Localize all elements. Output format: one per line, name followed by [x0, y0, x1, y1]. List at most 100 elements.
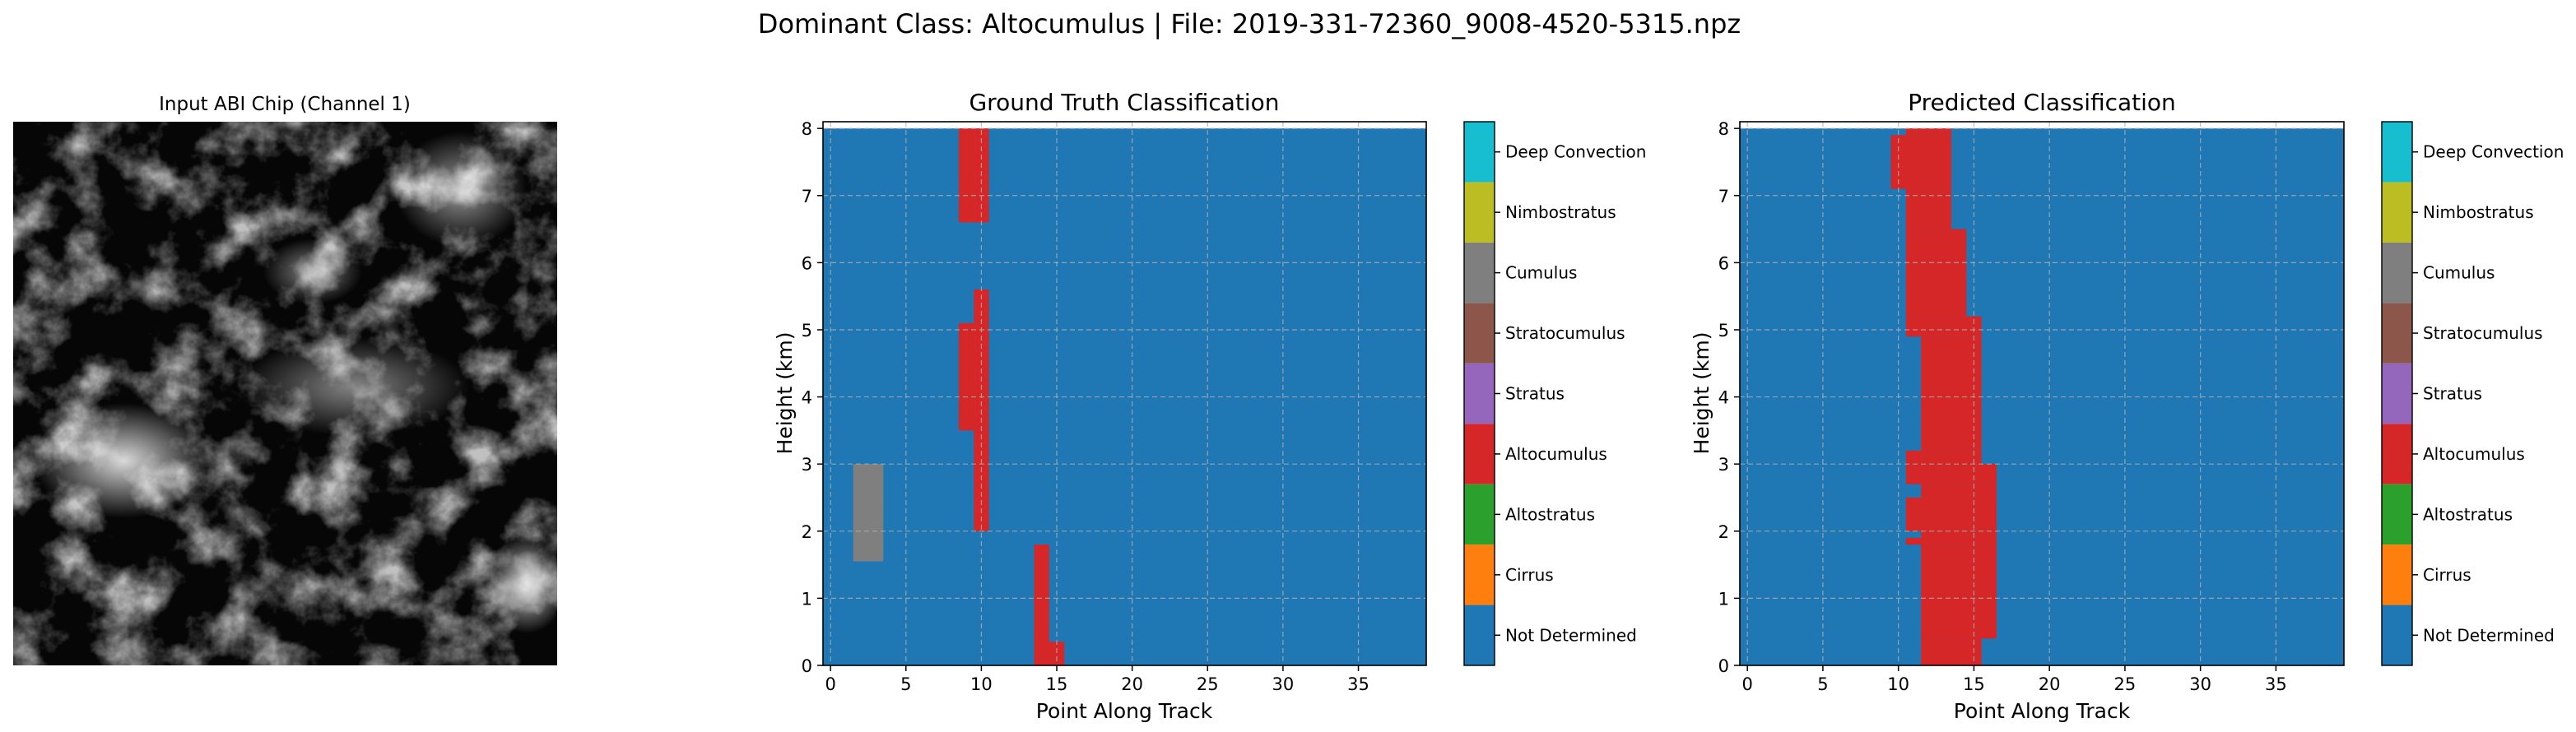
x-tick-label: 30 [1272, 674, 1295, 694]
class-region-altocumulus [958, 322, 989, 431]
class-region-altocumulus [1921, 638, 1982, 665]
predicted-title: Predicted Classification [1908, 89, 2176, 116]
colorbar-label: Not Determined [2423, 625, 2555, 645]
abi-satellite-image [13, 122, 568, 665]
y-tick-label: 4 [802, 388, 812, 408]
colorbar-swatch-deep-convection [1464, 122, 1495, 183]
colorbar-label: Nimbostratus [2423, 202, 2534, 222]
colorbar-swatch-cirrus [1464, 544, 1495, 605]
colorbar-label: Cirrus [2423, 565, 2471, 585]
x-tick-label: 25 [2114, 674, 2137, 694]
class-region-altocumulus [1921, 336, 1982, 451]
y-tick-label: 2 [1718, 522, 1729, 542]
predicted-ylabel: Height (km) [1690, 332, 1713, 455]
y-tick-label: 0 [1718, 656, 1729, 676]
colorbar-label: Not Determined [1505, 625, 1637, 645]
class-region-altocumulus [1034, 642, 1065, 665]
class-region-altocumulus [1905, 537, 1997, 545]
colorbar-swatch-altostratus [1464, 484, 1495, 545]
colorbar-label: Altostratus [1505, 504, 1595, 524]
colorbar-swatch-not-determined [2382, 605, 2412, 665]
class-region-altocumulus [974, 430, 989, 531]
class-region-altocumulus [1921, 484, 1997, 498]
colorbar-swatch-cumulus [2382, 242, 2412, 303]
ground-truth-panel: Ground Truth Classification Point Along … [773, 89, 1427, 723]
colorbar-swatch-stratocumulus [1464, 303, 1495, 364]
colorbar-label: Stratocumulus [1505, 323, 1625, 343]
y-tick-label: 1 [802, 589, 812, 609]
class-region-altocumulus [1905, 450, 1982, 465]
colorbar-label: Cumulus [1505, 263, 1577, 283]
x-tick-label: 15 [1046, 674, 1068, 694]
colorbar-swatch-nimbostratus [1464, 182, 1495, 243]
x-tick-label: 5 [900, 674, 911, 694]
x-tick-label: 35 [1347, 674, 1369, 694]
class-region-altocumulus [958, 128, 989, 223]
y-tick-label: 2 [802, 522, 812, 542]
x-tick-label: 25 [1197, 674, 1219, 694]
ground-truth-xlabel: Point Along Track [1036, 699, 1213, 723]
class-region-altocumulus [1034, 544, 1049, 646]
class-region-altocumulus [1890, 135, 1951, 189]
x-tick-label: 10 [1887, 674, 1909, 694]
colorbar-swatch-not-determined [1464, 605, 1495, 665]
colorbar-swatch-cirrus [2382, 544, 2412, 605]
y-tick-label: 5 [802, 321, 812, 341]
colorbar-swatch-cumulus [1464, 242, 1495, 303]
colorbar-swatch-altostratus [2382, 484, 2412, 545]
y-tick-label: 0 [802, 656, 812, 676]
y-tick-label: 6 [802, 253, 812, 273]
colorbar-swatch-stratus [2382, 363, 2412, 424]
x-tick-label: 30 [2189, 674, 2211, 694]
colorbar-label: Stratus [1505, 384, 1565, 404]
x-tick-label: 0 [825, 674, 835, 694]
colorbar-swatch-altocumulus [2382, 424, 2412, 484]
predicted-xlabel: Point Along Track [1954, 699, 2131, 723]
input-panel: Input ABI Chip (Channel 1) [13, 94, 568, 665]
colorbar-swatch-stratus [1464, 363, 1495, 424]
colorbar-label: Nimbostratus [1505, 202, 1616, 222]
y-tick-label: 3 [802, 455, 812, 475]
colorbar-label: Cumulus [2423, 263, 2495, 283]
colorbar-label: Stratus [2423, 384, 2482, 404]
x-tick-label: 5 [1817, 674, 1828, 694]
figure-suptitle: Dominant Class: Altocumulus | File: 2019… [758, 8, 1741, 39]
ground-truth-ylabel: Height (km) [773, 332, 797, 455]
colorbar-frame [1463, 121, 1495, 666]
class-region-altocumulus [1905, 128, 1951, 136]
y-tick-label: 3 [1718, 455, 1729, 475]
x-tick-label: 20 [2039, 674, 2061, 694]
predicted-colorbar: Not Determined Cirrus Altostratus Altocumul… [2381, 121, 2564, 666]
x-tick-label: 0 [1741, 674, 1752, 694]
colorbar-frame [2381, 121, 2413, 666]
x-tick-label: 15 [1963, 674, 1985, 694]
x-tick-label: 35 [2265, 674, 2287, 694]
plot-frame [1739, 121, 2345, 666]
class-region-altocumulus [1905, 497, 1997, 531]
class-region-altocumulus [1905, 464, 1997, 484]
y-tick-label: 5 [1718, 321, 1729, 341]
colorbar-swatch-deep-convection [2382, 122, 2412, 183]
plot-frame [822, 121, 1427, 666]
x-tick-label: 20 [1121, 674, 1143, 694]
y-tick-label: 6 [1718, 253, 1729, 273]
ground-truth-colorbar: Not Determined Cirrus Altostratus Altocumul… [1463, 121, 1646, 666]
y-tick-label: 1 [1718, 589, 1729, 609]
ground-truth-title: Ground Truth Classification [969, 89, 1279, 116]
colorbar-swatch-stratocumulus [2382, 303, 2412, 364]
class-region-altocumulus [1905, 316, 1982, 337]
colorbar-swatch-altocumulus [1464, 424, 1495, 484]
colorbar-label: Stratocumulus [2423, 323, 2543, 343]
y-tick-label: 8 [1718, 119, 1729, 139]
y-tick-label: 8 [802, 119, 812, 139]
predicted-panel: Predicted Classification Point Along Tra… [1690, 89, 2345, 723]
class-region-altocumulus [1921, 530, 1997, 538]
y-tick-label: 7 [1718, 187, 1729, 206]
colorbar-swatch-nimbostratus [2382, 182, 2412, 243]
y-tick-label: 7 [802, 187, 812, 206]
colorbar-label: Deep Convection [2423, 142, 2564, 162]
colorbar-label: Altocumulus [2423, 444, 2525, 464]
class-region-cumulus [853, 464, 884, 562]
y-tick-label: 4 [1718, 388, 1729, 408]
